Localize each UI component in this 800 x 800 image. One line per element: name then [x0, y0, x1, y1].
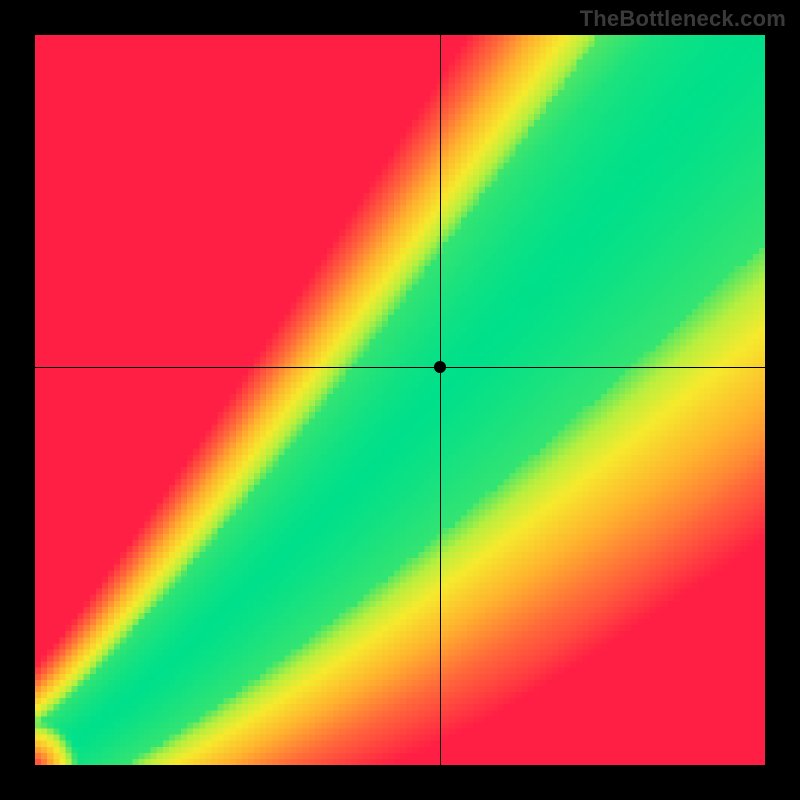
plot-area	[35, 35, 765, 765]
watermark-text: TheBottleneck.com	[580, 6, 786, 32]
chart-container: TheBottleneck.com	[0, 0, 800, 800]
heatmap-canvas	[35, 35, 765, 765]
